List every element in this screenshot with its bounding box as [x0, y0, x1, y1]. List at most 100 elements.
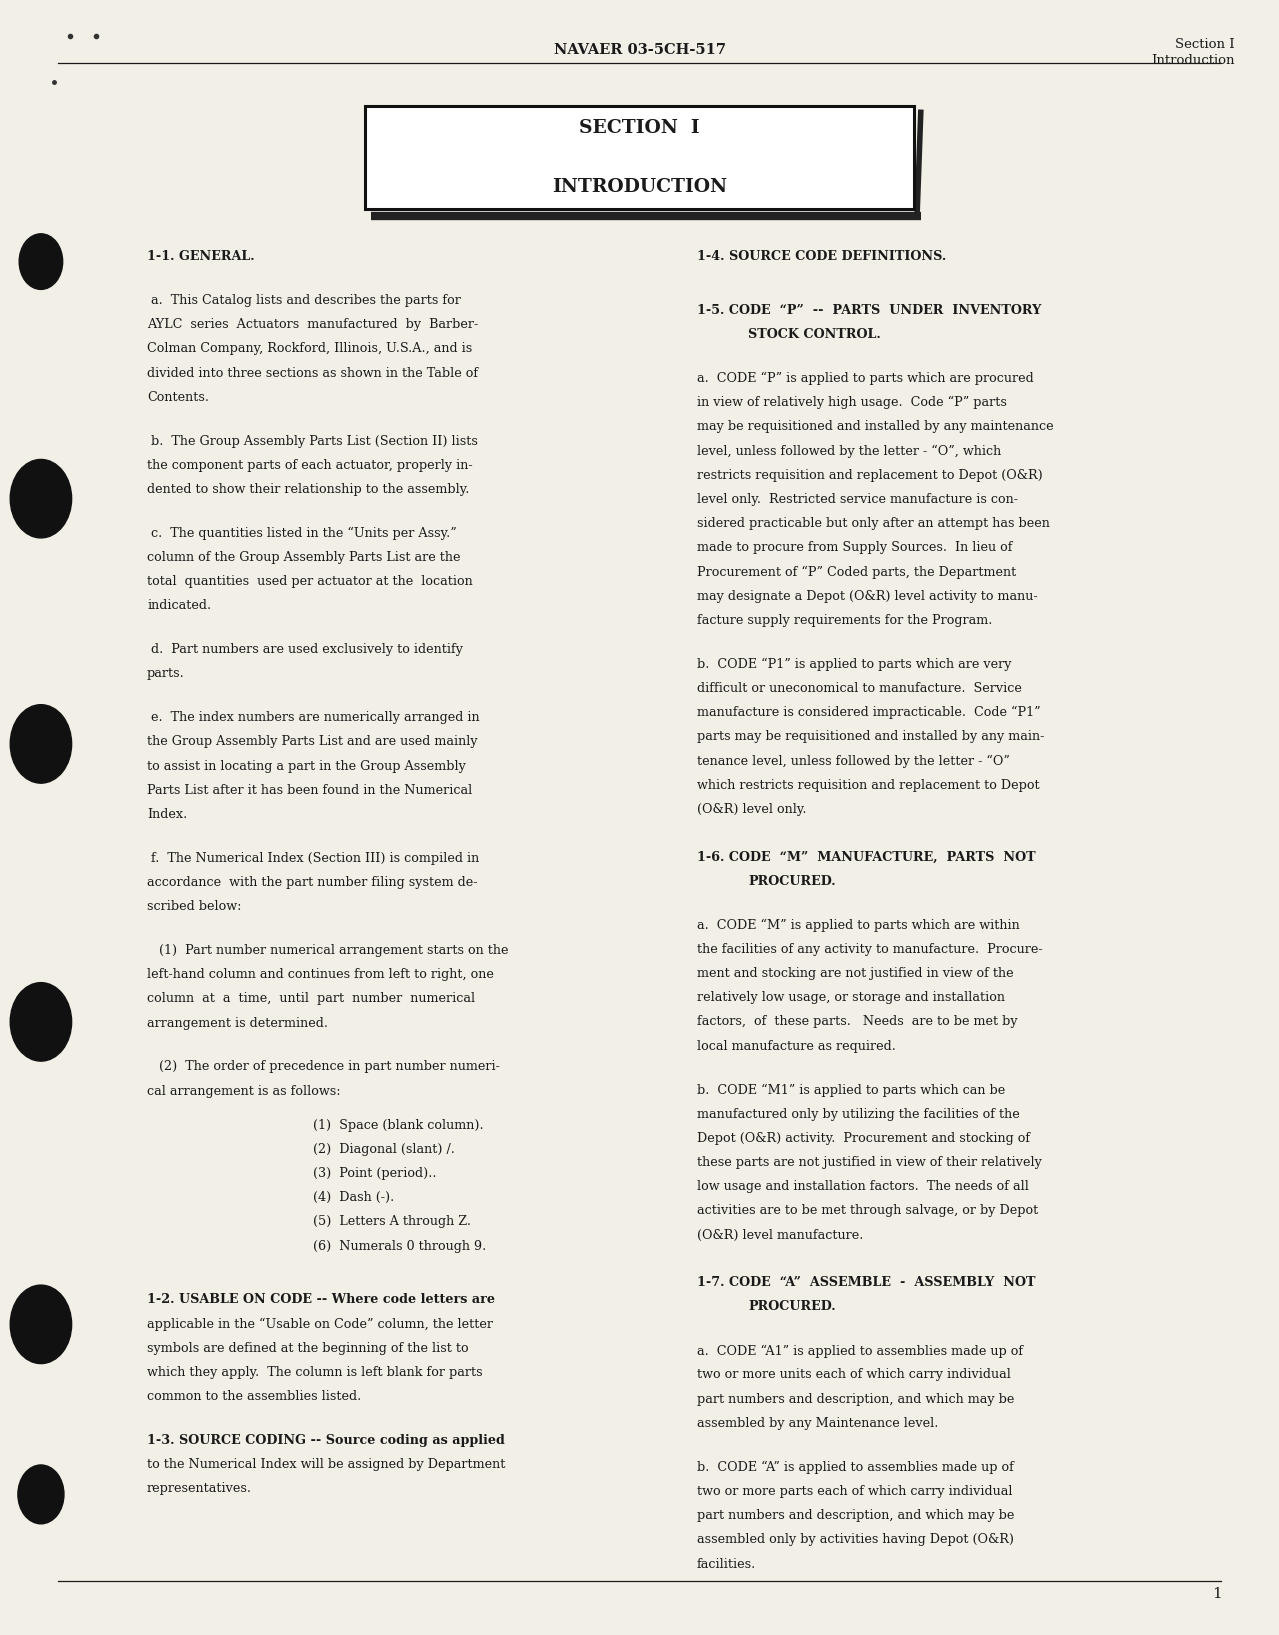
Text: (1)  Part number numerical arrangement starts on the: (1) Part number numerical arrangement st… — [147, 943, 509, 956]
Circle shape — [10, 1285, 72, 1364]
Text: the component parts of each actuator, properly in-: the component parts of each actuator, pr… — [147, 459, 473, 473]
Text: (O&R) level only.: (O&R) level only. — [697, 803, 807, 816]
Text: arrangement is determined.: arrangement is determined. — [147, 1017, 329, 1030]
Text: divided into three sections as shown in the Table of: divided into three sections as shown in … — [147, 366, 478, 379]
Text: (3)  Point (period)..: (3) Point (period).. — [313, 1167, 437, 1180]
Text: difficult or uneconomical to manufacture.  Service: difficult or uneconomical to manufacture… — [697, 682, 1022, 695]
Text: to assist in locating a part in the Group Assembly: to assist in locating a part in the Grou… — [147, 760, 466, 773]
Text: which they apply.  The column is left blank for parts: which they apply. The column is left bla… — [147, 1365, 482, 1378]
Text: ment and stocking are not justified in view of the: ment and stocking are not justified in v… — [697, 966, 1014, 979]
Text: 1-6. CODE  “M”  MANUFACTURE,  PARTS  NOT: 1-6. CODE “M” MANUFACTURE, PARTS NOT — [697, 850, 1036, 863]
Text: made to procure from Supply Sources.  In lieu of: made to procure from Supply Sources. In … — [697, 541, 1013, 554]
Text: 1-5. CODE  “P”  --  PARTS  UNDER  INVENTORY: 1-5. CODE “P” -- PARTS UNDER INVENTORY — [697, 304, 1041, 317]
Text: assembled only by activities having Depot (O&R): assembled only by activities having Depo… — [697, 1534, 1014, 1547]
Text: manufactured only by utilizing the facilities of the: manufactured only by utilizing the facil… — [697, 1107, 1019, 1120]
Text: d.  Part numbers are used exclusively to identify: d. Part numbers are used exclusively to … — [147, 643, 463, 656]
Text: PROCURED.: PROCURED. — [748, 875, 836, 888]
Text: may designate a Depot (O&R) level activity to manu-: may designate a Depot (O&R) level activi… — [697, 590, 1037, 603]
Text: activities are to be met through salvage, or by Depot: activities are to be met through salvage… — [697, 1205, 1039, 1218]
Text: assembled by any Maintenance level.: assembled by any Maintenance level. — [697, 1418, 939, 1431]
Text: b.  CODE “P1” is applied to parts which are very: b. CODE “P1” is applied to parts which a… — [697, 657, 1012, 670]
Text: level, unless followed by the letter - “O”, which: level, unless followed by the letter - “… — [697, 445, 1001, 458]
Text: low usage and installation factors.  The needs of all: low usage and installation factors. The … — [697, 1180, 1028, 1194]
Text: SECTION  I: SECTION I — [579, 119, 700, 137]
Circle shape — [18, 1465, 64, 1524]
Text: total  quantities  used per actuator at the  location: total quantities used per actuator at th… — [147, 576, 473, 589]
Text: (2)  Diagonal (slant) /.: (2) Diagonal (slant) /. — [313, 1143, 455, 1156]
Text: the facilities of any activity to manufacture.  Procure-: the facilities of any activity to manufa… — [697, 943, 1042, 956]
Text: INTRODUCTION: INTRODUCTION — [553, 178, 726, 196]
Text: two or more units each of which carry individual: two or more units each of which carry in… — [697, 1368, 1010, 1382]
Text: Section I: Section I — [1174, 38, 1234, 51]
Text: may be requisitioned and installed by any maintenance: may be requisitioned and installed by an… — [697, 420, 1054, 433]
Text: tenance level, unless followed by the letter - “O”: tenance level, unless followed by the le… — [697, 754, 1010, 767]
Text: 1-1. GENERAL.: 1-1. GENERAL. — [147, 250, 255, 263]
Text: left-hand column and continues from left to right, one: left-hand column and continues from left… — [147, 968, 494, 981]
Text: a.  CODE “M” is applied to parts which are within: a. CODE “M” is applied to parts which ar… — [697, 919, 1019, 932]
Text: a.  CODE “P” is applied to parts which are procured: a. CODE “P” is applied to parts which ar… — [697, 371, 1033, 384]
Text: accordance  with the part number filing system de-: accordance with the part number filing s… — [147, 876, 477, 889]
Text: these parts are not justified in view of their relatively: these parts are not justified in view of… — [697, 1156, 1042, 1169]
Text: indicated.: indicated. — [147, 600, 211, 613]
Text: (O&R) level manufacture.: (O&R) level manufacture. — [697, 1228, 863, 1241]
Text: b.  The Group Assembly Parts List (Section II) lists: b. The Group Assembly Parts List (Sectio… — [147, 435, 478, 448]
Text: part numbers and description, and which may be: part numbers and description, and which … — [697, 1509, 1014, 1522]
Text: in view of relatively high usage.  Code “P” parts: in view of relatively high usage. Code “… — [697, 396, 1007, 409]
Text: c.  The quantities listed in the “Units per Assy.”: c. The quantities listed in the “Units p… — [147, 526, 457, 540]
Text: (1)  Space (blank column).: (1) Space (blank column). — [313, 1118, 483, 1131]
Text: facilities.: facilities. — [697, 1558, 756, 1571]
Text: which restricts requisition and replacement to Depot: which restricts requisition and replacem… — [697, 778, 1040, 791]
Text: symbols are defined at the beginning of the list to: symbols are defined at the beginning of … — [147, 1342, 468, 1355]
Text: Index.: Index. — [147, 808, 187, 821]
Text: column of the Group Assembly Parts List are the: column of the Group Assembly Parts List … — [147, 551, 460, 564]
Text: sidered practicable but only after an attempt has been: sidered practicable but only after an at… — [697, 517, 1050, 530]
Text: STOCK CONTROL.: STOCK CONTROL. — [748, 329, 881, 342]
Text: (5)  Letters A through Z.: (5) Letters A through Z. — [313, 1215, 472, 1228]
Text: 1-3. SOURCE CODING -- Source coding as applied: 1-3. SOURCE CODING -- Source coding as a… — [147, 1434, 505, 1447]
Text: common to the assemblies listed.: common to the assemblies listed. — [147, 1390, 362, 1403]
Text: the Group Assembly Parts List and are used mainly: the Group Assembly Parts List and are us… — [147, 736, 478, 749]
Text: representatives.: representatives. — [147, 1483, 252, 1496]
Text: b.  CODE “A” is applied to assemblies made up of: b. CODE “A” is applied to assemblies mad… — [697, 1460, 1014, 1473]
Text: 1-4. SOURCE CODE DEFINITIONS.: 1-4. SOURCE CODE DEFINITIONS. — [697, 250, 946, 263]
Text: 1-7. CODE  “A”  ASSEMBLE  -  ASSEMBLY  NOT: 1-7. CODE “A” ASSEMBLE - ASSEMBLY NOT — [697, 1277, 1036, 1290]
Text: (4)  Dash (-).: (4) Dash (-). — [313, 1192, 395, 1205]
Text: scribed below:: scribed below: — [147, 901, 242, 914]
Text: PROCURED.: PROCURED. — [748, 1300, 836, 1313]
Text: a.  CODE “A1” is applied to assemblies made up of: a. CODE “A1” is applied to assemblies ma… — [697, 1344, 1023, 1357]
Text: b.  CODE “M1” is applied to parts which can be: b. CODE “M1” is applied to parts which c… — [697, 1084, 1005, 1097]
Text: manufacture is considered impracticable.  Code “P1”: manufacture is considered impracticable.… — [697, 706, 1041, 719]
Text: e.  The index numbers are numerically arranged in: e. The index numbers are numerically arr… — [147, 711, 480, 724]
Text: Introduction: Introduction — [1151, 54, 1234, 67]
Circle shape — [19, 234, 63, 289]
Text: a.  This Catalog lists and describes the parts for: a. This Catalog lists and describes the … — [147, 294, 460, 307]
Text: part numbers and description, and which may be: part numbers and description, and which … — [697, 1393, 1014, 1406]
Text: AYLC  series  Actuators  manufactured  by  Barber-: AYLC series Actuators manufactured by Ba… — [147, 319, 478, 332]
Text: 1-2. USABLE ON CODE -- Where code letters are: 1-2. USABLE ON CODE -- Where code letter… — [147, 1293, 495, 1306]
Text: level only.  Restricted service manufacture is con-: level only. Restricted service manufactu… — [697, 492, 1018, 505]
Text: NAVAER 03-5CH-517: NAVAER 03-5CH-517 — [554, 43, 725, 57]
Text: relatively low usage, or storage and installation: relatively low usage, or storage and ins… — [697, 991, 1005, 1004]
Text: parts may be requisitioned and installed by any main-: parts may be requisitioned and installed… — [697, 731, 1045, 744]
Text: applicable in the “Usable on Code” column, the letter: applicable in the “Usable on Code” colum… — [147, 1318, 494, 1331]
Text: Contents.: Contents. — [147, 391, 208, 404]
Text: dented to show their relationship to the assembly.: dented to show their relationship to the… — [147, 482, 469, 495]
Text: restricts requisition and replacement to Depot (O&R): restricts requisition and replacement to… — [697, 469, 1042, 482]
Text: (2)  The order of precedence in part number numeri-: (2) The order of precedence in part numb… — [147, 1061, 500, 1074]
Text: local manufacture as required.: local manufacture as required. — [697, 1040, 895, 1053]
Text: factors,  of  these parts.   Needs  are to be met by: factors, of these parts. Needs are to be… — [697, 1015, 1018, 1028]
Text: facture supply requirements for the Program.: facture supply requirements for the Prog… — [697, 613, 993, 626]
Text: (6)  Numerals 0 through 9.: (6) Numerals 0 through 9. — [313, 1239, 486, 1252]
Circle shape — [10, 705, 72, 783]
Text: to the Numerical Index will be assigned by Department: to the Numerical Index will be assigned … — [147, 1458, 505, 1472]
Text: Depot (O&R) activity.  Procurement and stocking of: Depot (O&R) activity. Procurement and st… — [697, 1131, 1030, 1144]
Text: parts.: parts. — [147, 667, 185, 680]
Text: cal arrangement is as follows:: cal arrangement is as follows: — [147, 1084, 340, 1097]
Circle shape — [10, 983, 72, 1061]
Text: 1: 1 — [1211, 1588, 1221, 1601]
Circle shape — [10, 459, 72, 538]
Text: Procurement of “P” Coded parts, the Department: Procurement of “P” Coded parts, the Depa… — [697, 566, 1017, 579]
Text: Parts List after it has been found in the Numerical: Parts List after it has been found in th… — [147, 783, 472, 796]
Text: column  at  a  time,  until  part  number  numerical: column at a time, until part number nume… — [147, 992, 476, 1006]
Text: Colman Company, Rockford, Illinois, U.S.A., and is: Colman Company, Rockford, Illinois, U.S.… — [147, 342, 472, 355]
